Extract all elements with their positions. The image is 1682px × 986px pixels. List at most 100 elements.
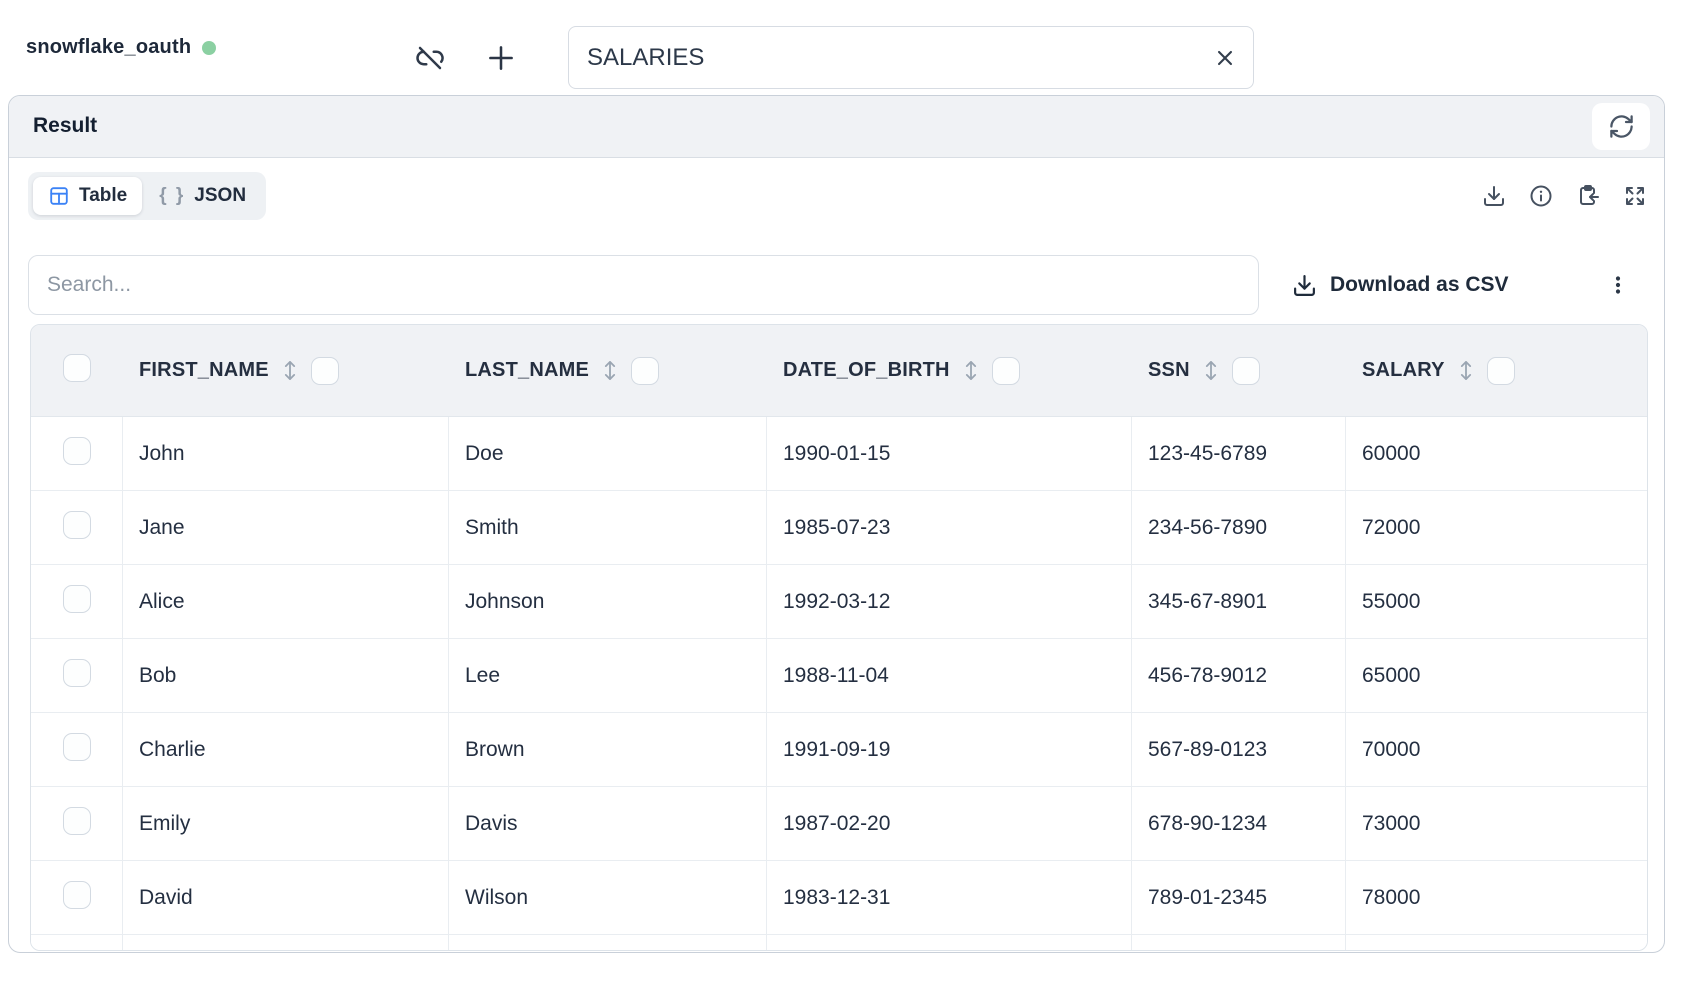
table-cell: Alice bbox=[123, 565, 449, 639]
clear-table-name-button[interactable] bbox=[1207, 40, 1243, 76]
table-cell: 73000 bbox=[1346, 787, 1647, 861]
table-row: John Doe 1990-01-15 123-45-6789 60000 bbox=[31, 417, 1647, 491]
table-row-partial bbox=[31, 935, 1647, 950]
table-cell: Smith bbox=[449, 491, 767, 565]
view-tabs-row: Table { } JSON bbox=[28, 170, 267, 222]
column-header-cell: LAST_NAME bbox=[449, 325, 767, 417]
column-checkbox[interactable] bbox=[991, 356, 1020, 385]
row-select-cell bbox=[31, 639, 123, 713]
sort-icon[interactable] bbox=[602, 357, 618, 384]
braces-icon: { } bbox=[159, 185, 186, 206]
row-select-cell bbox=[31, 491, 123, 565]
column-header-label[interactable]: FIRST_NAME bbox=[139, 359, 269, 381]
table-cell: John bbox=[123, 417, 449, 491]
table-name-input[interactable] bbox=[569, 27, 1207, 88]
results-table: FIRST_NAME LAST_NAME DATE_OF_BIRTH bbox=[31, 325, 1647, 950]
table-cell: Emily bbox=[123, 787, 449, 861]
column-header-label[interactable]: DATE_OF_BIRTH bbox=[783, 359, 950, 381]
table-cell: Brown bbox=[449, 713, 767, 787]
top-bar: snowflake_oauth bbox=[0, 0, 1682, 95]
column-header-label[interactable]: SALARY bbox=[1362, 359, 1445, 381]
table-cell: 1987-02-20 bbox=[767, 787, 1132, 861]
download-result-button[interactable] bbox=[1482, 184, 1506, 208]
add-tab-button[interactable] bbox=[481, 38, 521, 78]
table-cell bbox=[1346, 935, 1647, 950]
column-header-cell: FIRST_NAME bbox=[123, 325, 449, 417]
table-cell: 55000 bbox=[1346, 565, 1647, 639]
row-select-cell bbox=[31, 861, 123, 935]
row-checkbox[interactable] bbox=[62, 584, 91, 613]
connection-status-dot bbox=[202, 40, 217, 55]
table-row: Jane Smith 1985-07-23 234-56-7890 72000 bbox=[31, 491, 1647, 565]
download-icon bbox=[1484, 186, 1504, 206]
table-cell: 1990-01-15 bbox=[767, 417, 1132, 491]
table-cell: Wilson bbox=[449, 861, 767, 935]
tab-table[interactable]: Table bbox=[33, 177, 143, 215]
row-select-cell bbox=[31, 935, 123, 950]
more-options-button[interactable] bbox=[1598, 265, 1638, 305]
connection-status: snowflake_oauth bbox=[26, 0, 217, 95]
sort-icon[interactable] bbox=[282, 357, 298, 384]
table-cell: Charlie bbox=[123, 713, 449, 787]
expand-fullscreen-button[interactable] bbox=[1623, 184, 1647, 208]
table-cell bbox=[123, 935, 449, 950]
result-actions bbox=[1482, 170, 1647, 222]
sort-icon[interactable] bbox=[1458, 357, 1474, 384]
row-checkbox[interactable] bbox=[62, 880, 91, 909]
sort-icon[interactable] bbox=[1203, 357, 1219, 384]
download-csv-label: Download as CSV bbox=[1330, 273, 1509, 296]
row-checkbox[interactable] bbox=[62, 658, 91, 687]
download-csv-button[interactable]: Download as CSV bbox=[1292, 255, 1509, 315]
select-all-checkbox[interactable] bbox=[63, 354, 91, 382]
table-row: Alice Johnson 1992-03-12 345-67-8901 55000 bbox=[31, 565, 1647, 639]
column-header-cell: DATE_OF_BIRTH bbox=[767, 325, 1132, 417]
row-checkbox[interactable] bbox=[62, 806, 91, 835]
table-cell: 234-56-7890 bbox=[1132, 491, 1346, 565]
info-icon bbox=[1530, 185, 1552, 207]
column-checkbox[interactable] bbox=[1231, 356, 1260, 385]
view-tab-group: Table { } JSON bbox=[28, 172, 267, 220]
column-checkbox[interactable] bbox=[631, 356, 660, 385]
column-header-label[interactable]: LAST_NAME bbox=[465, 359, 590, 381]
row-checkbox[interactable] bbox=[62, 436, 91, 465]
tab-json[interactable]: { } JSON bbox=[144, 177, 261, 215]
column-header-cell: SALARY bbox=[1346, 325, 1647, 417]
refresh-button[interactable] bbox=[1592, 103, 1650, 150]
row-checkbox[interactable] bbox=[62, 510, 91, 539]
column-header-cell: SSN bbox=[1132, 325, 1346, 417]
select-all-header-cell bbox=[31, 325, 123, 417]
search-input[interactable] bbox=[28, 255, 1259, 315]
table-cell: 123-45-6789 bbox=[1132, 417, 1346, 491]
link-off-icon bbox=[416, 46, 444, 70]
column-header-label[interactable]: SSN bbox=[1148, 359, 1190, 381]
plus-icon bbox=[489, 46, 513, 70]
table-cell: 1983-12-31 bbox=[767, 861, 1132, 935]
table-cell: 567-89-0123 bbox=[1132, 713, 1346, 787]
tab-json-label: JSON bbox=[194, 185, 247, 206]
table-cell: Lee bbox=[449, 639, 767, 713]
sort-icon[interactable] bbox=[963, 357, 979, 384]
table-cell: David bbox=[123, 861, 449, 935]
disconnect-button[interactable] bbox=[410, 38, 450, 78]
refresh-icon bbox=[1609, 115, 1633, 138]
row-checkbox[interactable] bbox=[62, 732, 91, 761]
table-cell: Doe bbox=[449, 417, 767, 491]
table-icon bbox=[50, 187, 68, 205]
download-icon bbox=[1294, 274, 1315, 296]
table-cell: Johnson bbox=[449, 565, 767, 639]
column-checkbox[interactable] bbox=[310, 356, 339, 385]
table-cell: 1992-03-12 bbox=[767, 565, 1132, 639]
expand-icon bbox=[1626, 187, 1644, 205]
result-info-button[interactable] bbox=[1529, 184, 1553, 208]
table-row: Emily Davis 1987-02-20 678-90-1234 73000 bbox=[31, 787, 1647, 861]
table-cell: Jane bbox=[123, 491, 449, 565]
copy-to-clipboard-button[interactable] bbox=[1576, 184, 1600, 208]
table-cell: 1991-09-19 bbox=[767, 713, 1132, 787]
table-toolbar: Download as CSV bbox=[28, 255, 1647, 315]
table-cell: 78000 bbox=[1346, 861, 1647, 935]
column-checkbox[interactable] bbox=[1486, 356, 1515, 385]
table-cell: 65000 bbox=[1346, 639, 1647, 713]
table-cell: 72000 bbox=[1346, 491, 1647, 565]
table-header-row: FIRST_NAME LAST_NAME DATE_OF_BIRTH bbox=[31, 325, 1647, 417]
table-cell: 789-01-2345 bbox=[1132, 861, 1346, 935]
